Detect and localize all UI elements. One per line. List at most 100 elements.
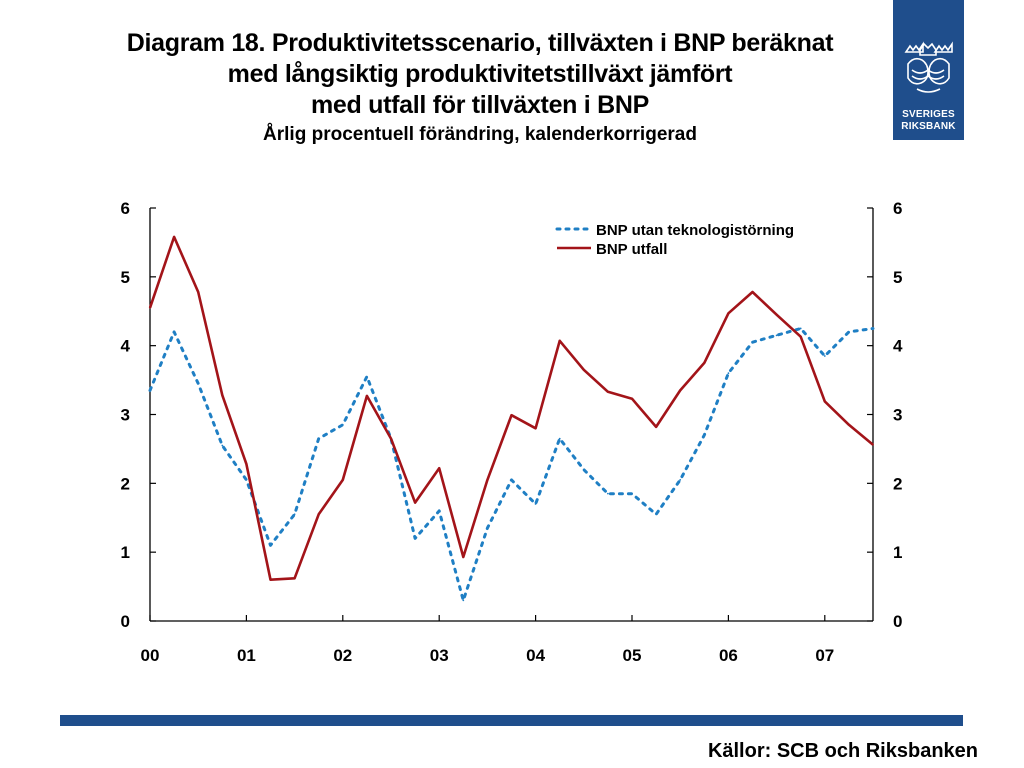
data-point	[799, 335, 802, 338]
y-tick-label-left: 1	[121, 543, 130, 562]
data-point	[438, 509, 441, 512]
chart-axes: 0 01 12 23 34 45 56 600 01 02 03 04 05 06 07	[121, 199, 903, 665]
data-point	[245, 463, 248, 465]
logo-text-line-1: SVERIGES	[902, 109, 955, 120]
y-tick-label-left: 2	[121, 474, 130, 493]
data-point	[848, 331, 850, 333]
data-point	[149, 306, 151, 309]
data-point	[582, 368, 585, 371]
data-point	[173, 236, 176, 238]
data-point	[534, 503, 537, 505]
y-tick-label-left: 0	[121, 612, 130, 631]
y-tick-label-right: 1	[893, 543, 902, 562]
data-point	[462, 599, 465, 602]
x-tick-label: 05	[623, 646, 642, 665]
data-point	[510, 478, 513, 481]
series-line-dotted	[148, 327, 875, 602]
data-point	[607, 390, 609, 393]
data-point	[848, 423, 850, 426]
data-point	[631, 492, 633, 495]
chart-title-line-3: med utfall för tillväxten i BNP	[311, 91, 649, 119]
legend-label: BNP utfall	[596, 241, 667, 258]
x-tick-label: 06	[719, 646, 738, 665]
chart-subtitle: Årlig procentuell förändring, kalenderko…	[263, 124, 697, 145]
data-point	[438, 467, 441, 470]
data-point	[317, 513, 320, 516]
data-point	[679, 478, 682, 481]
data-point	[317, 437, 320, 440]
sources-note: Källor: SCB och Riksbanken	[707, 740, 978, 762]
riksbank-logo: SVERIGES RIKSBANK	[893, 0, 964, 140]
y-tick-label-right: 3	[893, 406, 902, 425]
data-point	[823, 400, 826, 403]
data-point	[703, 434, 706, 437]
y-tick-label-left: 5	[121, 268, 130, 287]
data-point	[703, 361, 706, 364]
data-point	[245, 478, 248, 481]
data-point	[414, 501, 416, 504]
data-point	[727, 312, 730, 315]
y-tick-label-right: 5	[893, 268, 902, 287]
chart-title-line-1: Diagram 18. Produktivitetsscenario, till…	[126, 29, 834, 57]
x-tick-label: 02	[333, 646, 352, 665]
data-point	[173, 331, 176, 333]
data-point	[655, 513, 657, 516]
data-point	[197, 382, 200, 385]
data-point	[221, 394, 224, 397]
logo-text-line-2: RIKSBANK	[901, 121, 956, 132]
y-tick-label-right: 4	[893, 337, 903, 356]
y-tick-label-left: 3	[121, 406, 130, 425]
data-point	[775, 334, 778, 337]
line-chart: 0 01 12 23 34 45 56 600 01 02 03 04 05 06 07 BNP utan …	[121, 199, 903, 665]
data-point	[366, 395, 368, 397]
data-point	[366, 375, 368, 378]
y-tick-label-right: 0	[893, 612, 902, 631]
data-point	[462, 556, 465, 558]
footer-rule	[60, 715, 963, 726]
x-tick-label: 03	[430, 646, 449, 665]
data-point	[293, 513, 296, 516]
x-tick-label: 01	[237, 646, 256, 665]
data-point	[751, 341, 754, 344]
x-tick-label: 07	[815, 646, 834, 665]
data-point	[197, 291, 200, 293]
series-line-solid	[148, 235, 874, 582]
y-tick-label-right: 2	[893, 474, 902, 493]
data-point	[414, 537, 416, 540]
data-point	[269, 544, 272, 547]
data-point	[679, 389, 682, 392]
data-point	[727, 372, 730, 375]
riksbank-crest-icon	[904, 41, 953, 93]
data-point	[269, 578, 272, 581]
data-point	[607, 492, 609, 495]
chart-title-line-2: med långsiktig produktivitetstillväxt jä…	[227, 60, 733, 88]
x-tick-label: 00	[141, 646, 160, 665]
data-point	[872, 443, 874, 446]
data-point	[293, 577, 296, 580]
data-point	[872, 327, 874, 330]
data-point	[149, 389, 151, 392]
data-point	[751, 291, 754, 293]
y-tick-label-left: 4	[121, 337, 131, 356]
legend-background	[532, 214, 822, 262]
data-point	[582, 468, 585, 471]
data-point	[486, 478, 489, 481]
data-point	[823, 355, 826, 357]
data-point	[558, 437, 561, 440]
data-point	[510, 414, 513, 417]
title-block: Diagram 18. Produktivitetsscenario, till…	[20, 28, 940, 148]
legend-label: BNP utan teknologistörning	[596, 222, 794, 239]
x-tick-label: 04	[526, 646, 545, 665]
data-point	[390, 437, 392, 440]
data-point	[655, 425, 657, 428]
data-point	[486, 527, 489, 529]
chart-legend: BNP utan teknologistörning BNP utfall	[532, 214, 822, 262]
data-point	[558, 339, 561, 342]
chart-series	[148, 235, 875, 602]
y-tick-label-right: 6	[893, 199, 902, 218]
y-tick-label-left: 6	[121, 199, 130, 218]
data-point	[341, 423, 344, 426]
data-point	[799, 327, 802, 330]
data-point	[631, 397, 633, 400]
data-point	[775, 313, 778, 316]
